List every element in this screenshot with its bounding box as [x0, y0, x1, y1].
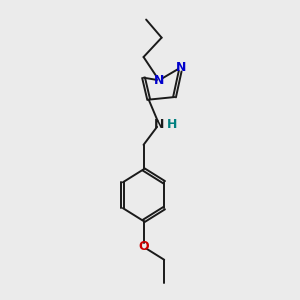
Text: N: N — [154, 74, 164, 87]
Text: N: N — [176, 61, 186, 74]
Text: O: O — [138, 240, 149, 254]
Text: N: N — [154, 118, 164, 131]
Text: H: H — [167, 118, 178, 131]
